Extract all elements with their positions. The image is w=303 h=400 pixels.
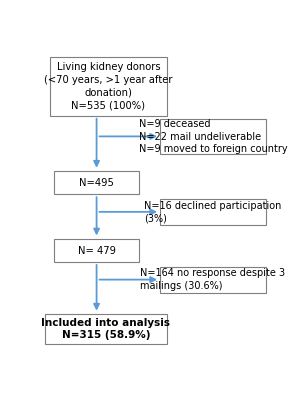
FancyBboxPatch shape <box>54 239 139 262</box>
Text: N=9 deceased
N=22 mail undeliverable
N=9 moved to foreign country: N=9 deceased N=22 mail undeliverable N=9… <box>138 119 287 154</box>
Text: Living kidney donors
(<70 years, >1 year after
donation)
N=535 (100%): Living kidney donors (<70 years, >1 year… <box>44 62 173 111</box>
Text: N=16 declined participation
(3%): N=16 declined participation (3%) <box>144 201 281 224</box>
Text: N=164 no response despite 3
mailings (30.6%): N=164 no response despite 3 mailings (30… <box>140 268 285 291</box>
FancyBboxPatch shape <box>50 57 167 116</box>
FancyBboxPatch shape <box>160 119 266 154</box>
FancyBboxPatch shape <box>160 199 266 225</box>
Text: Included into analysis
N=315 (58.9%): Included into analysis N=315 (58.9%) <box>42 318 171 340</box>
FancyBboxPatch shape <box>54 171 139 194</box>
Text: N=495: N=495 <box>79 178 114 188</box>
FancyBboxPatch shape <box>160 267 266 293</box>
FancyBboxPatch shape <box>45 314 167 344</box>
Text: N= 479: N= 479 <box>78 246 115 256</box>
